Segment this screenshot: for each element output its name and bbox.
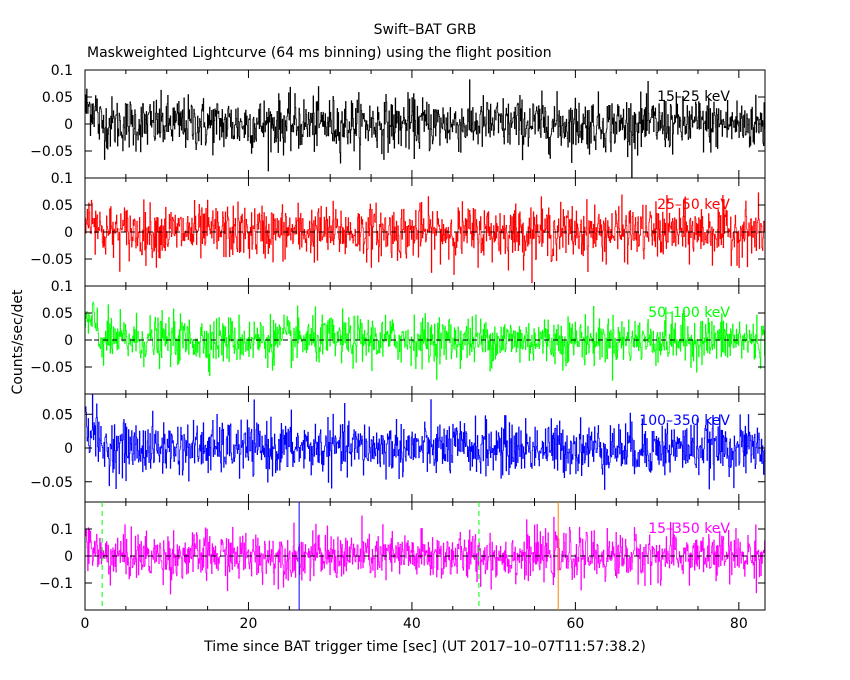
- band-label: 15–25 keV: [657, 89, 730, 105]
- y-tick-label: −0.05: [30, 252, 73, 268]
- x-axis-label: Time since BAT trigger time [sec] (UT 20…: [204, 639, 646, 655]
- y-tick-label: 0.1: [51, 171, 73, 187]
- y-tick-label: 0: [64, 117, 73, 133]
- y-tick-label: 0: [64, 225, 73, 241]
- band-label: 100–350 keV: [639, 413, 730, 429]
- y-tick-label: 0.1: [51, 279, 73, 295]
- series-line-4: [85, 394, 765, 490]
- x-tick-label: 20: [240, 616, 258, 632]
- x-tick-label: 80: [730, 616, 748, 632]
- series-line-1: [85, 79, 765, 178]
- band-label: 50–100 keV: [648, 305, 730, 321]
- y-tick-label: −0.05: [30, 144, 73, 160]
- chart-subtitle: Maskweighted Lightcurve (64 ms binning) …: [87, 45, 552, 61]
- panel-frame: [84, 69, 766, 179]
- y-tick-label: −0.05: [30, 475, 73, 491]
- y-tick-label: 0.05: [42, 306, 73, 322]
- y-tick-label: 0.05: [42, 90, 73, 106]
- x-tick-label: 40: [403, 616, 421, 632]
- y-tick-label: 0: [64, 441, 73, 457]
- band-label: 15–350 keV: [648, 521, 730, 537]
- x-tick-label: 60: [566, 616, 584, 632]
- y-tick-label: 0: [64, 333, 73, 349]
- y-tick-label: −0.1: [39, 576, 73, 592]
- y-tick-label: 0.1: [51, 522, 73, 538]
- series-line-5: [85, 515, 765, 595]
- y-tick-label: 0.05: [42, 407, 73, 423]
- y-tick-label: 0.05: [42, 198, 73, 214]
- y-tick-label: −0.05: [30, 360, 73, 376]
- band-label: 25–50 keV: [657, 197, 730, 213]
- y-tick-label: 0: [64, 549, 73, 565]
- y-tick-label: 0.1: [51, 63, 73, 79]
- series-line-2: [85, 192, 765, 284]
- series-line-3: [85, 301, 765, 381]
- chart-title: Swift–BAT GRB: [373, 22, 477, 38]
- x-tick-label: 0: [81, 616, 90, 632]
- y-axis-label: Counts/sec/det: [10, 289, 26, 395]
